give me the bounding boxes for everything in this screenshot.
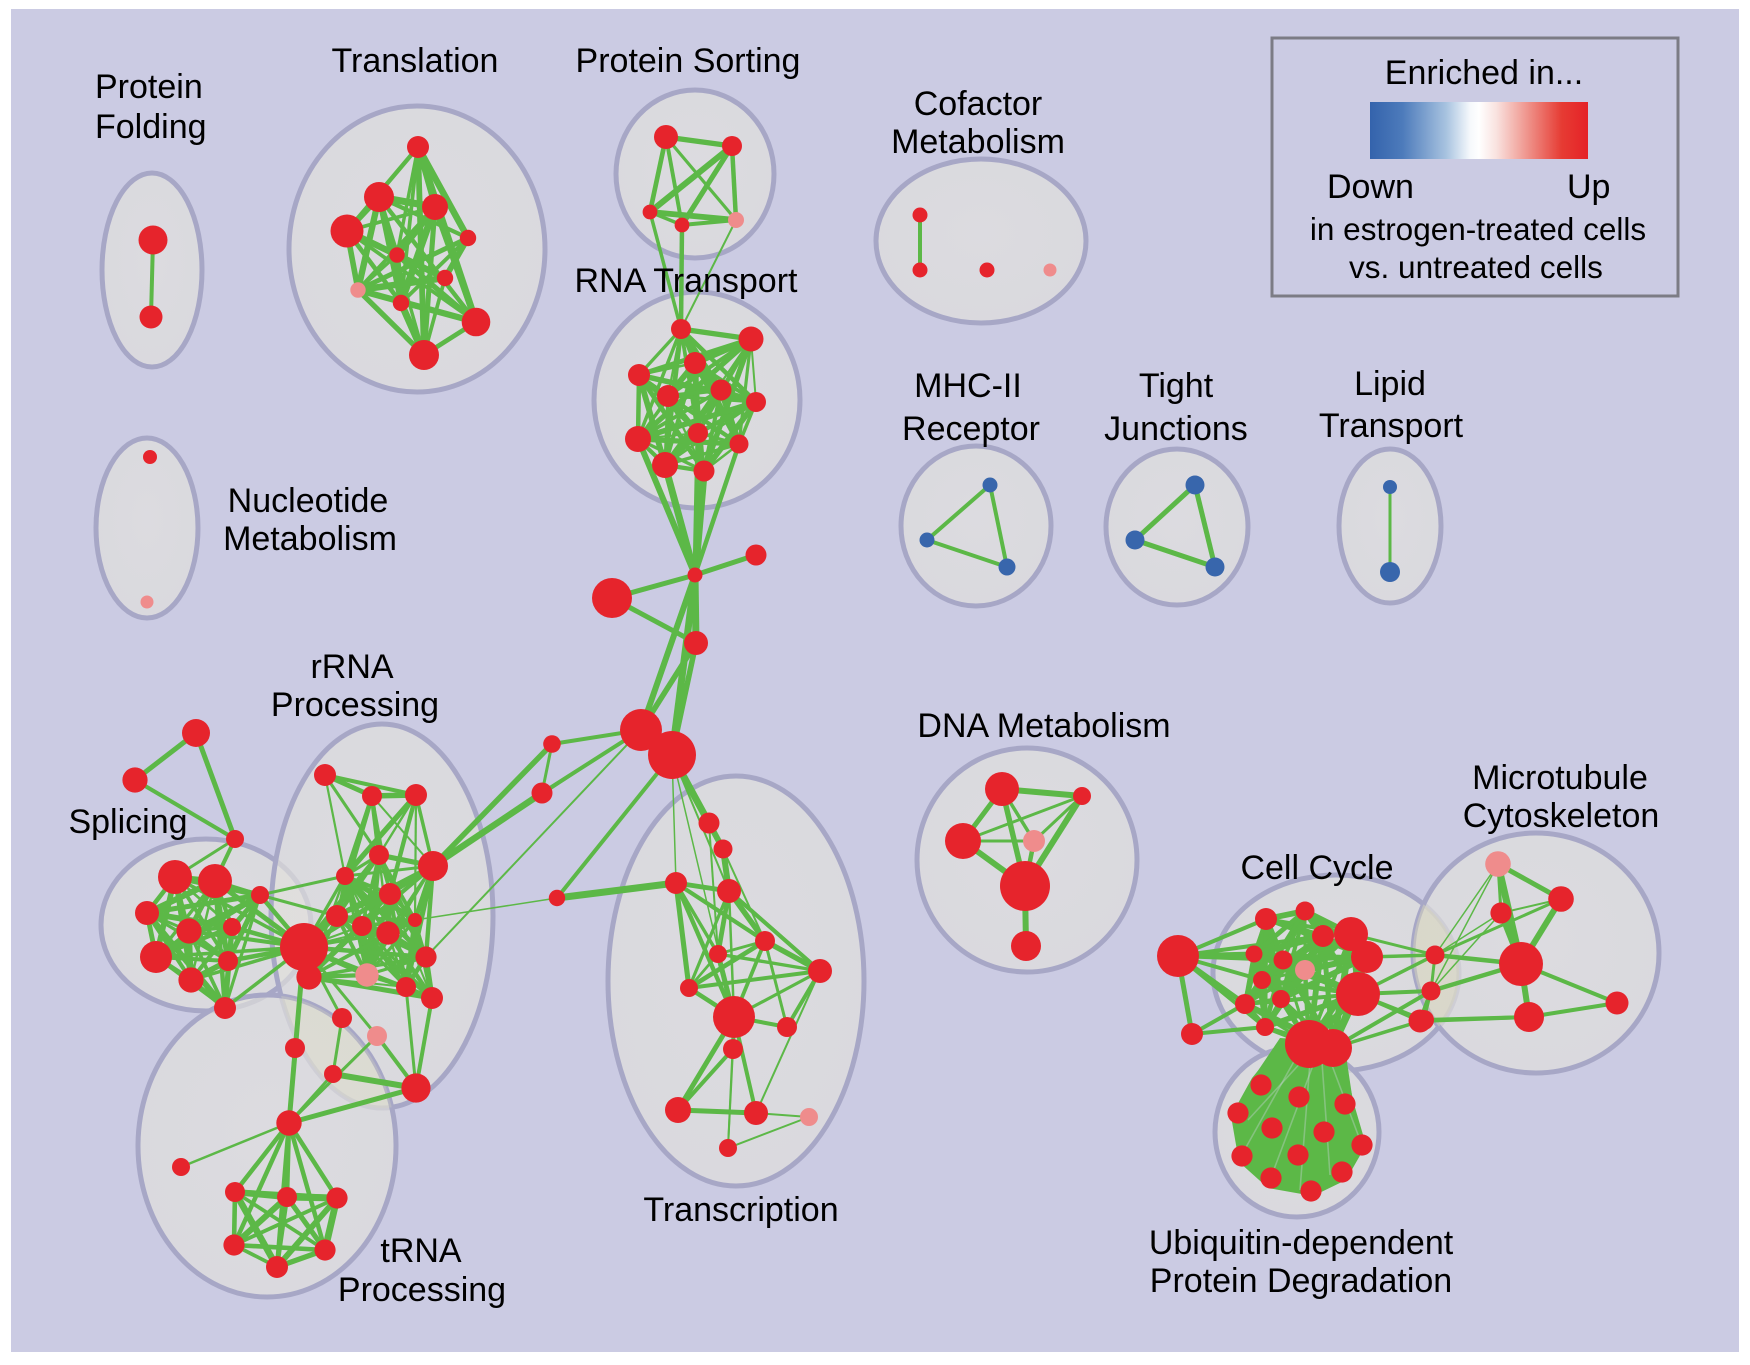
svg-text:Translation: Translation	[332, 42, 499, 80]
svg-text:Protein: Protein	[95, 68, 203, 106]
svg-text:Protein Sorting: Protein Sorting	[576, 42, 801, 80]
svg-text:Ubiquitin-dependent: Ubiquitin-dependent	[1149, 1224, 1454, 1262]
svg-text:Cell Cycle: Cell Cycle	[1240, 849, 1393, 887]
svg-text:Receptor: Receptor	[902, 410, 1040, 448]
svg-text:Metabolism: Metabolism	[223, 520, 397, 558]
svg-text:Enriched in...: Enriched in...	[1385, 54, 1583, 92]
svg-text:Cytoskeleton: Cytoskeleton	[1463, 797, 1660, 835]
svg-text:in estrogen-treated cells: in estrogen-treated cells	[1310, 211, 1646, 247]
svg-text:Protein Degradation: Protein Degradation	[1150, 1262, 1452, 1300]
svg-text:Processing: Processing	[338, 1271, 506, 1309]
svg-text:Junctions: Junctions	[1104, 410, 1248, 448]
svg-text:vs. untreated cells: vs. untreated cells	[1349, 249, 1603, 285]
svg-text:Transcription: Transcription	[643, 1191, 838, 1229]
svg-text:Metabolism: Metabolism	[891, 123, 1065, 161]
svg-text:Transport: Transport	[1319, 407, 1464, 445]
svg-text:MHC-II: MHC-II	[914, 367, 1022, 405]
svg-text:Splicing: Splicing	[68, 803, 187, 841]
svg-text:Nucleotide: Nucleotide	[228, 482, 389, 520]
svg-text:Microtubule: Microtubule	[1472, 759, 1648, 797]
svg-text:Up: Up	[1567, 168, 1610, 206]
svg-text:rRNA: rRNA	[310, 648, 393, 686]
svg-text:Cofactor: Cofactor	[914, 85, 1043, 123]
svg-text:Down: Down	[1327, 168, 1414, 206]
svg-text:RNA Transport: RNA Transport	[575, 262, 799, 300]
svg-text:DNA Metabolism: DNA Metabolism	[917, 707, 1170, 745]
svg-text:Processing: Processing	[271, 686, 439, 724]
svg-text:Folding: Folding	[95, 108, 207, 146]
svg-text:Lipid: Lipid	[1354, 365, 1426, 403]
svg-text:Tight: Tight	[1139, 367, 1214, 405]
svg-text:tRNA: tRNA	[380, 1232, 462, 1270]
